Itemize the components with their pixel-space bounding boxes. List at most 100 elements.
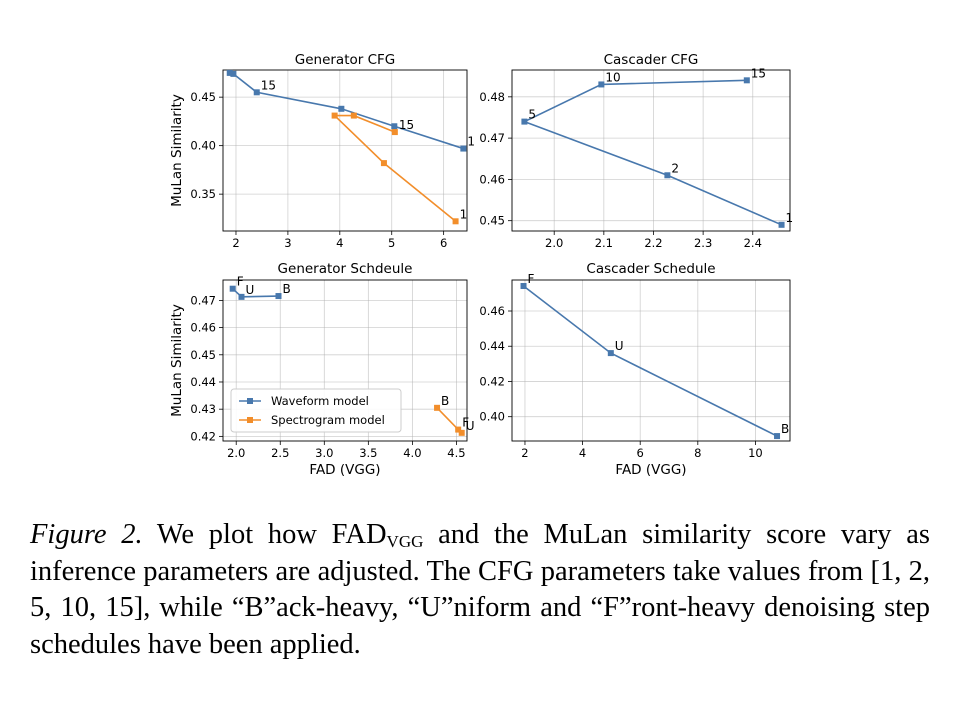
x-tick-label: 10: [748, 446, 763, 460]
x-tick-label: 6: [440, 236, 447, 250]
legend-swatch-marker: [247, 417, 253, 423]
y-tick-label: 0.47: [190, 293, 216, 307]
x-tick-label: 2.5: [271, 446, 289, 460]
data-point: [778, 221, 785, 228]
data-point: [520, 282, 527, 289]
data-point: [774, 433, 781, 440]
data-point: [391, 123, 398, 130]
point-label: U: [245, 283, 254, 297]
data-point: [275, 293, 282, 300]
point-label: 15: [751, 66, 766, 80]
x-tick-label: 4.0: [403, 446, 421, 460]
data-point: [743, 77, 750, 84]
plot-frame: [222, 69, 468, 232]
y-tick-label: 0.45: [479, 214, 505, 228]
x-tick-label: 2.0: [545, 236, 563, 250]
x-tick-label: 2: [521, 446, 528, 460]
series-line: [523, 285, 778, 437]
point-label: 10: [605, 70, 620, 84]
data-point: [238, 293, 245, 300]
plot-frame: [222, 279, 468, 442]
data-point: [607, 350, 614, 357]
caption-label: Figure 2.: [30, 519, 143, 550]
point-label: B: [282, 282, 290, 296]
x-tick-label: 6: [637, 446, 644, 460]
y-tick-label: 0.47: [479, 131, 505, 145]
data-point: [338, 105, 345, 112]
chart-title: Generator Schdeule: [278, 261, 413, 277]
x-tick-label: 2.1: [595, 236, 613, 250]
y-tick-label: 0.46: [479, 304, 505, 318]
y-tick-label: 0.40: [479, 410, 505, 424]
y-tick-label: 0.46: [190, 321, 216, 335]
chart-title: Generator CFG: [295, 52, 396, 68]
data-point: [380, 160, 387, 167]
y-tick-label: 0.40: [190, 139, 216, 153]
data-point: [350, 112, 357, 119]
chart-panel-2: 2.0 2.1 2.2 2.3 2.4 0.45 0.46 0.47 0.48 Cascader …: [479, 52, 793, 250]
point-label: U: [466, 419, 475, 433]
chart-title: Cascader CFG: [604, 52, 699, 68]
x-tick-label: 4.5: [447, 446, 465, 460]
y-tick-label: 0.45: [190, 348, 216, 362]
x-tick-label: 2.0: [227, 446, 245, 460]
legend-entry: Spectrogram model: [271, 413, 385, 427]
y-tick-label: 0.43: [190, 402, 216, 416]
legend: Waveform model Spectrogram model: [230, 388, 402, 433]
y-tick-label: 0.35: [190, 187, 216, 201]
point-label: B: [781, 422, 789, 436]
legend-box: [230, 388, 402, 433]
point-label: U: [615, 339, 624, 353]
point-label: F: [237, 275, 244, 289]
x-tick-label: 2.4: [744, 236, 762, 250]
y-axis-label: MuLan Similarity: [169, 94, 185, 207]
x-axis-label: FAD (VGG): [309, 462, 380, 478]
figure-panels: 2 3 4 5 6 0.35 0.40 0.45 Generator CFG MuLan Simi…: [169, 52, 793, 478]
data-point: [230, 70, 237, 77]
point-label: 15: [261, 78, 276, 92]
point-label: B: [441, 394, 449, 408]
chart-panel-1: 2 3 4 5 6 0.35 0.40 0.45 Generator CFG MuLan Simi…: [169, 52, 475, 250]
data-point: [253, 89, 260, 96]
data-point: [664, 172, 671, 179]
x-tick-label: 8: [694, 446, 701, 460]
series-line: [522, 79, 782, 226]
point-label: F: [528, 272, 535, 286]
y-tick-label: 0.42: [479, 374, 505, 388]
chart-panel-4: 2 4 6 8 10 0.40 0.42 0.44 0.46 Cascader Schedule F…: [479, 261, 791, 478]
y-tick-label: 0.48: [479, 90, 505, 104]
x-tick-label: 3: [284, 236, 291, 250]
point-label: 1: [460, 207, 468, 221]
caption-text-start: We plot how FAD: [156, 519, 387, 550]
y-tick-label: 0.44: [190, 375, 216, 389]
x-tick-label: 2: [232, 236, 239, 250]
x-tick-label: 3.0: [315, 446, 333, 460]
y-axis-label: MuLan Similarity: [169, 304, 185, 417]
y-tick-label: 0.46: [479, 172, 505, 186]
point-label: F: [462, 416, 469, 430]
caption-text-rest: and the MuLan similarity score vary as i…: [30, 519, 931, 660]
point-label: 5: [528, 108, 536, 122]
y-tick-label: 0.42: [190, 429, 216, 443]
data-point: [452, 218, 459, 225]
point-label: 1: [786, 211, 794, 225]
data-point: [331, 112, 338, 119]
data-point: [434, 404, 441, 411]
x-tick-label: 4: [336, 236, 343, 250]
plot-frame: [511, 279, 791, 442]
x-tick-label: 2.3: [694, 236, 712, 250]
legend-entry: Waveform model: [271, 394, 369, 408]
plot-frame: [511, 69, 791, 232]
x-tick-label: 5: [388, 236, 395, 250]
y-tick-label: 0.45: [190, 90, 216, 104]
y-tick-label: 0.44: [479, 339, 505, 353]
x-tick-label: 3.5: [359, 446, 377, 460]
caption-subscript: VGG: [386, 532, 424, 551]
x-axis-label: FAD (VGG): [615, 462, 686, 478]
x-tick-label: 4: [579, 446, 586, 460]
data-point: [458, 429, 465, 436]
data-point: [460, 145, 467, 152]
legend-swatch-marker: [247, 398, 253, 404]
point-label: 2: [671, 161, 679, 175]
point-label: 1: [467, 135, 475, 149]
